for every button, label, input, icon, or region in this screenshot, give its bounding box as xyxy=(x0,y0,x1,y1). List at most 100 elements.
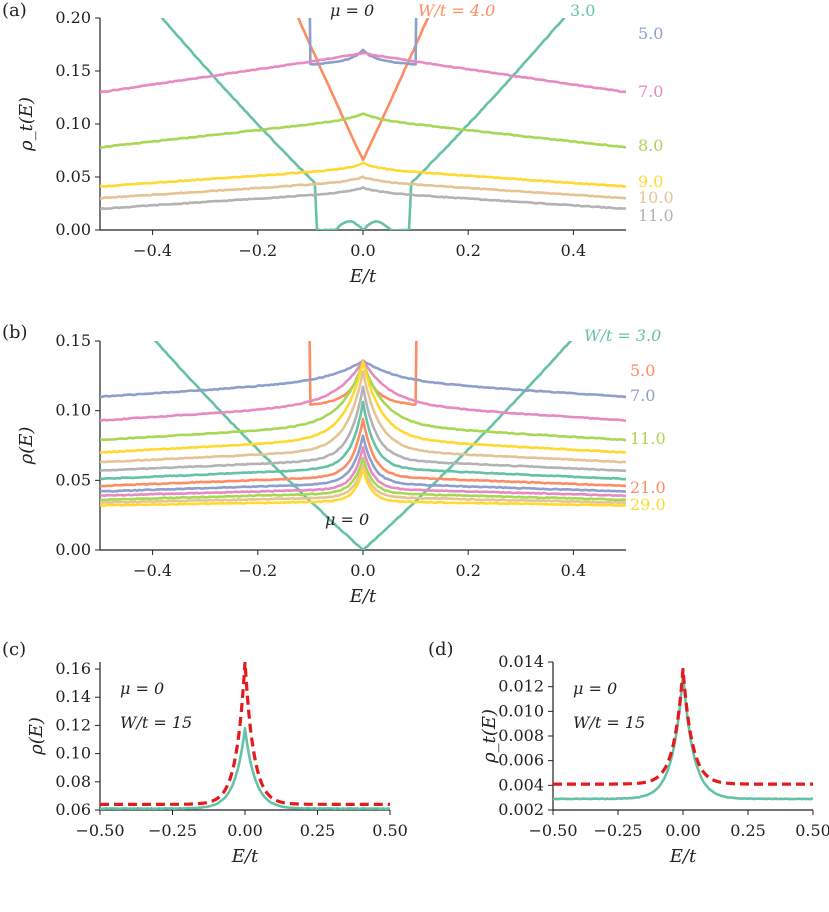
series-line xyxy=(100,456,626,502)
y-tick-label: 0.008 xyxy=(498,726,544,745)
w-label-4: W/t = 4.0 xyxy=(418,1,495,20)
x-tick-label: 0.25 xyxy=(300,821,336,840)
series-line xyxy=(100,662,390,807)
x-tick-label: 0.50 xyxy=(372,821,408,840)
y-tick-label: 0.05 xyxy=(55,167,91,186)
series-line xyxy=(100,175,626,200)
y-tick-label: 0.012 xyxy=(498,677,544,696)
x-tick-label: 0.2 xyxy=(455,561,480,580)
series-line xyxy=(100,400,626,481)
series-line xyxy=(100,112,626,149)
series-group xyxy=(553,667,813,801)
x-tick-label: 0.50 xyxy=(795,821,829,840)
series-label: 5.0 xyxy=(630,361,655,380)
series-line xyxy=(100,467,626,508)
y-tick-label: 0.00 xyxy=(55,540,91,559)
series-label: 8.0 xyxy=(638,136,663,155)
x-axis-label: E/t xyxy=(669,846,697,867)
y-axis-label: ρ_t(E) xyxy=(479,709,500,764)
series-label: 9.0 xyxy=(638,172,663,191)
series-label: 29.0 xyxy=(630,495,666,514)
mu-annotation: μ = 0 xyxy=(330,1,374,20)
series-line xyxy=(100,161,626,188)
y-tick-label: 0.05 xyxy=(55,470,91,489)
series-label: 7.0 xyxy=(638,82,663,101)
series-label: W/t = 3.0 xyxy=(584,326,661,345)
w-annotation: W/t = 15 xyxy=(573,713,645,732)
x-tick-label: −0.2 xyxy=(238,241,277,260)
series-line xyxy=(308,18,418,66)
series-line xyxy=(100,417,626,488)
series-line xyxy=(100,186,626,211)
panel-b: −0.4 −0.2 0.0 0.2 0.4 0.00 0.05 0.10 0.15 E/t ρ(E)… xyxy=(2,322,666,607)
x-tick-label: −0.2 xyxy=(238,561,277,580)
series-line xyxy=(100,726,390,810)
series-line xyxy=(100,385,626,473)
series-line xyxy=(100,360,626,454)
x-tick-label: −0.50 xyxy=(75,821,124,840)
x-tick-label: 0.2 xyxy=(455,241,480,260)
series-group xyxy=(100,18,626,230)
x-tick-label: 0.00 xyxy=(227,821,263,840)
x-tick-label: 0.25 xyxy=(730,821,766,840)
y-tick-label: 0.06 xyxy=(55,800,91,819)
series-label: 21.0 xyxy=(630,478,666,497)
series-line xyxy=(160,18,566,230)
y-tick-label: 0.006 xyxy=(498,751,544,770)
panel-c: −0.50 −0.25 0.00 0.25 0.50 0.06 0.08 0.10 0.12 0.… xyxy=(2,639,408,867)
w-annotation: W/t = 15 xyxy=(120,713,192,732)
panel-label: (b) xyxy=(2,322,28,343)
y-tick-label: 0.010 xyxy=(498,701,544,720)
x-tick-label: −0.4 xyxy=(133,561,172,580)
y-tick-label: 0.10 xyxy=(55,114,91,133)
series-group xyxy=(100,662,390,810)
x-tick-label: −0.4 xyxy=(133,241,172,260)
y-axis-label: ρ_t(E) xyxy=(16,97,37,152)
series-label: 5.0 xyxy=(638,24,663,43)
series-line xyxy=(100,434,626,493)
series-line xyxy=(100,370,626,464)
x-tick-label: 0.0 xyxy=(350,561,375,580)
x-tick-label: 0.4 xyxy=(561,561,586,580)
panel-a: −0.4 −0.2 0.0 0.2 0.4 0.00 0.05 0.10 0.15 0.20 E/t… xyxy=(2,0,674,287)
y-tick-label: 0.15 xyxy=(55,331,91,350)
series-label: 10.0 xyxy=(638,188,674,207)
y-tick-label: 0.004 xyxy=(498,775,544,794)
y-axis-label: ρ(E) xyxy=(16,427,37,466)
series-line xyxy=(553,667,813,786)
x-tick-label: −0.50 xyxy=(528,821,577,840)
y-tick-label: 0.16 xyxy=(55,659,91,678)
panel-label: (c) xyxy=(2,639,26,660)
y-tick-label: 0.14 xyxy=(55,687,91,706)
series-label: 7.0 xyxy=(630,386,655,405)
y-axis-label: ρ(E) xyxy=(26,717,47,756)
series-group xyxy=(100,341,626,550)
panel-d: −0.50 −0.25 0.00 0.25 0.50 0.002 0.004 0.006 0.0… xyxy=(428,639,829,867)
y-tick-label: 0.10 xyxy=(55,401,91,420)
x-tick-label: 0.00 xyxy=(665,821,701,840)
y-tick-label: 0.002 xyxy=(498,800,544,819)
x-tick-label: −0.25 xyxy=(593,821,642,840)
series-label: 11.0 xyxy=(638,206,674,225)
series-label: 11.0 xyxy=(630,429,666,448)
series-line xyxy=(100,463,626,505)
x-tick-label: 0.0 xyxy=(350,241,375,260)
panel-label: (a) xyxy=(2,0,27,21)
mu-annotation: μ = 0 xyxy=(573,679,617,698)
series-line xyxy=(153,341,573,550)
series-line xyxy=(100,445,626,498)
y-tick-label: 0.10 xyxy=(55,744,91,763)
mu-annotation: μ = 0 xyxy=(120,679,164,698)
x-tick-label: −0.25 xyxy=(148,821,197,840)
y-tick-label: 0.12 xyxy=(55,715,91,734)
x-tick-label: 0.4 xyxy=(561,241,586,260)
x-axis-label: E/t xyxy=(349,266,377,287)
mu-annotation: μ = 0 xyxy=(325,510,369,529)
x-axis-label: E/t xyxy=(349,586,377,607)
y-tick-label: 0.00 xyxy=(55,220,91,239)
w-label-3: 3.0 xyxy=(570,1,595,20)
y-tick-label: 0.20 xyxy=(55,8,91,27)
y-tick-label: 0.014 xyxy=(498,652,544,671)
series-line xyxy=(100,51,626,94)
